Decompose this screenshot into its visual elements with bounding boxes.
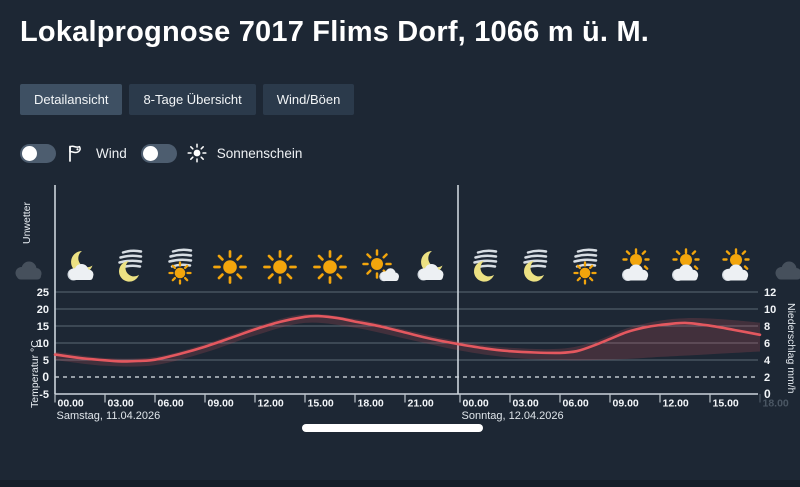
precipitation-tick-label: 0: [764, 387, 771, 401]
temperature-tick-label: 5: [43, 355, 49, 367]
precipitation-axis-labels: 12 10 8 6 4 2 0: [764, 287, 776, 401]
wind-flag-icon: [65, 142, 87, 164]
wind-toggle-group: Wind: [20, 142, 127, 164]
weather-sun-cloud-icon: [670, 248, 700, 283]
weather-sun-icon: [213, 250, 247, 284]
time-tick-label: 03.00: [108, 398, 134, 410]
weather-gray-cloud-icon: [775, 261, 800, 280]
tab-bar: Detailansicht 8-Tage Übersicht Wind/Böen: [20, 84, 355, 115]
precipitation-tick-label: 8: [764, 321, 770, 333]
time-tick-label: 06.00: [158, 398, 184, 410]
temperature-uncertainty-band: [55, 313, 760, 367]
time-tick-label: 15.00: [308, 398, 334, 410]
time-tick-label: 09.00: [613, 398, 639, 410]
weather-moon-cloud-icon: [417, 251, 444, 281]
tab-detailansicht[interactable]: Detailansicht: [20, 84, 123, 115]
temperature-tick-label: 0: [42, 370, 49, 384]
wind-toggle[interactable]: [20, 143, 56, 163]
temperature-axis-labels: 25 20 15 10 5 0 -5: [37, 287, 50, 401]
precipitation-tick-label: 2: [764, 372, 770, 384]
temperature-tick-label: 10: [37, 338, 49, 350]
temperature-tick-label: 20: [37, 304, 49, 316]
unwetter-axis-label: Unwetter: [21, 201, 33, 244]
toggle-row: Wind Sonnenschein: [20, 142, 302, 164]
temperature-line: [53, 314, 762, 363]
time-tick-label: 15.00: [713, 398, 739, 410]
time-tick-label: 06.00: [563, 398, 589, 410]
day-label: Samstag, 11.04.2026: [57, 410, 161, 422]
sunshine-toggle-knob: [142, 145, 158, 161]
time-tick-label: 09.00: [208, 398, 234, 410]
weather-moon-fog-icon: [117, 249, 143, 283]
temperature-tick-label: 15: [37, 321, 49, 333]
bottom-bar: [0, 480, 800, 487]
precipitation-axis-title: Niederschlag mm/h: [785, 303, 797, 394]
time-axis: 00.00 03.00 06.00 09.00 12.00 15.00 18.00 21.00…: [54, 394, 789, 422]
time-tick-label: 12.00: [258, 398, 284, 410]
weather-sun-fog-icon: [168, 248, 193, 285]
tab-wind-boeen[interactable]: Wind/Böen: [262, 84, 355, 115]
time-tick-label: 00.00: [58, 398, 84, 410]
chart-grid: [55, 291, 758, 395]
sun-icon: [186, 142, 208, 164]
time-tick-label: 12.00: [663, 398, 689, 410]
weather-sun-small-cloud-icon: [362, 249, 400, 283]
weather-sun-icon: [313, 250, 347, 284]
time-tick-label: 18.00: [763, 398, 789, 410]
weather-sun-cloud-icon: [720, 248, 750, 283]
day-label: Sonntag, 12.04.2026: [462, 410, 564, 422]
weather-sun-fog-icon: [573, 248, 598, 285]
wind-toggle-knob: [22, 145, 37, 161]
weather-sun-icon: [263, 250, 297, 284]
precipitation-tick-label: 6: [764, 338, 770, 350]
weather-moon-fog-icon: [522, 249, 548, 283]
temperature-tick-label: 25: [37, 287, 49, 299]
weather-sun-cloud-icon: [620, 248, 650, 283]
time-tick-label: 21.00: [408, 398, 434, 410]
sunshine-toggle-group: Sonnenschein: [140, 142, 303, 164]
sunshine-toggle[interactable]: [140, 143, 177, 163]
tab-8-tage-uebersicht[interactable]: 8-Tage Übersicht: [129, 84, 256, 115]
weather-gray-cloud-icon: [15, 261, 42, 280]
time-tick-label: 00.00: [463, 398, 489, 410]
weather-moon-cloud-icon: [67, 251, 94, 281]
precipitation-tick-label: 12: [764, 287, 776, 299]
precipitation-tick-label: 4: [764, 355, 771, 367]
weather-moon-fog-icon: [472, 249, 498, 283]
time-tick-label: 18.00: [358, 398, 384, 410]
weather-icon-row: [15, 248, 800, 285]
wind-toggle-label: Wind: [96, 145, 127, 161]
page-title: Lokalprognose 7017 Flims Dorf, 1066 m ü.…: [20, 16, 650, 48]
time-tick-label: 03.00: [513, 398, 539, 410]
temperature-tick-label: -5: [39, 389, 49, 401]
precipitation-tick-label: 10: [764, 304, 776, 316]
chart-scrollbar-thumb[interactable]: [302, 424, 483, 432]
temperature-axis-title: Temperatur °C: [29, 340, 41, 408]
sunshine-toggle-label: Sonnenschein: [216, 145, 303, 161]
